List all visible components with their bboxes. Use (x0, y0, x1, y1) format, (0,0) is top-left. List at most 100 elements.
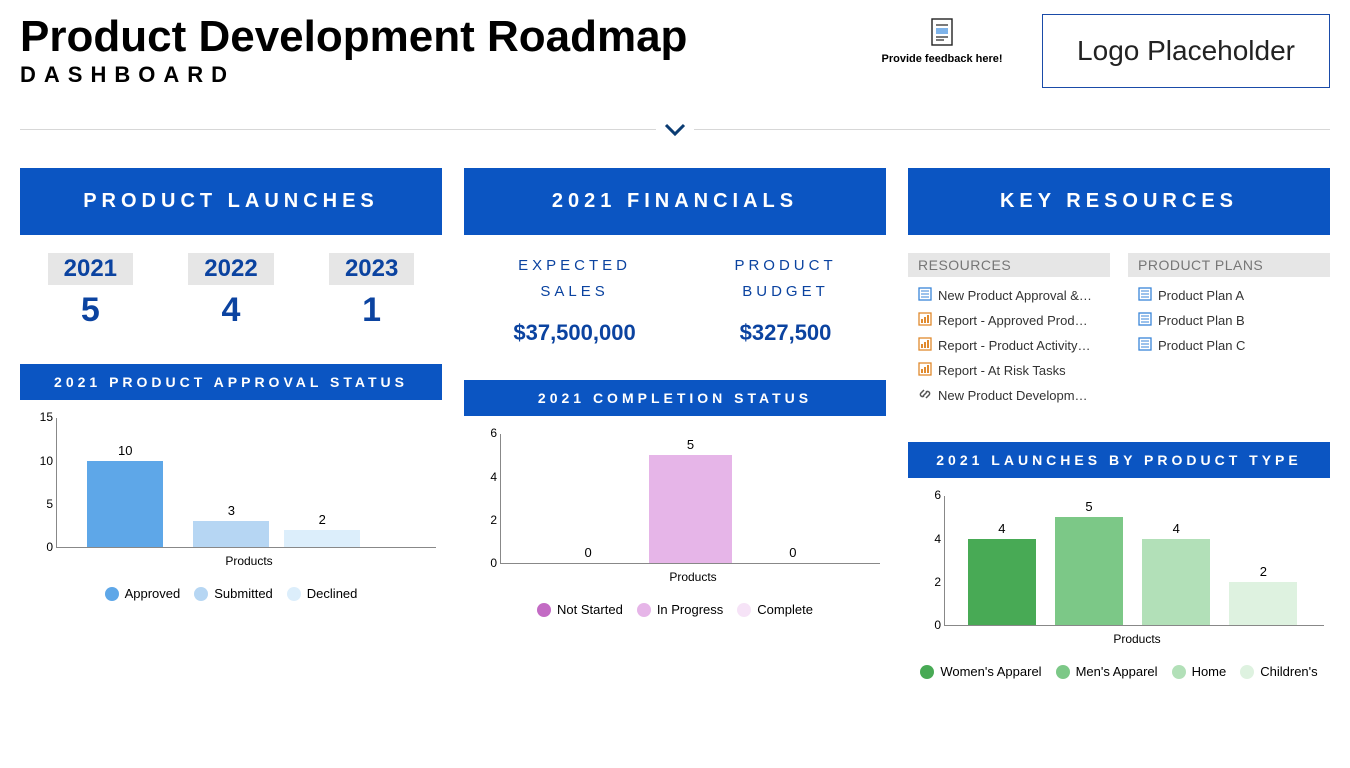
bar-value-label: 2 (284, 512, 360, 527)
financial-item: PRODUCTBUDGET $327,500 (734, 253, 836, 346)
launch-year: 2021 (48, 253, 133, 285)
chart-completion: 0246050ProductsNot StartedIn ProgressCom… (464, 434, 886, 617)
resource-label: Report - Approved Prod… (938, 313, 1088, 328)
financial-label: EXPECTEDSALES (513, 253, 635, 304)
y-tick: 6 (915, 488, 941, 502)
y-tick: 4 (915, 532, 941, 546)
resource-label: New Product Developm… (938, 388, 1088, 403)
bar-value-label: 10 (87, 443, 163, 458)
legend-item: In Progress (637, 602, 723, 617)
bar-value-label: 5 (649, 437, 732, 452)
legend-label: Women's Apparel (940, 664, 1041, 679)
header: Product Development Roadmap DASHBOARD Pr… (20, 14, 1330, 88)
launch-item: 2021 5 (48, 253, 133, 330)
resource-link[interactable]: New Product Approval &… (908, 283, 1110, 308)
resource-link[interactable]: Product Plan B (1128, 308, 1330, 333)
legend-swatch (1240, 665, 1254, 679)
y-tick: 15 (27, 410, 53, 424)
launch-count: 5 (48, 291, 133, 330)
legend-label: Not Started (557, 602, 623, 617)
chart-legend: Not StartedIn ProgressComplete (464, 602, 886, 617)
legend-swatch (105, 587, 119, 601)
top-panels: PRODUCT LAUNCHES 202152022420231 2021 PR… (20, 168, 1330, 679)
legend-item: Women's Apparel (920, 664, 1041, 679)
resource-link[interactable]: Product Plan A (1128, 283, 1330, 308)
panel-launches-header: PRODUCT LAUNCHES (20, 168, 442, 235)
feedback-label: Provide feedback here! (862, 53, 1022, 65)
launch-item: 2022 4 (188, 253, 273, 330)
title-block: Product Development Roadmap DASHBOARD (20, 14, 842, 88)
bar: 5 (649, 455, 732, 563)
launch-year: 2022 (188, 253, 273, 285)
report-icon (918, 312, 932, 329)
bar-value-label: 0 (751, 545, 834, 560)
panel-financials: 2021 FINANCIALS EXPECTEDSALES $37,500,000… (464, 168, 886, 679)
resource-label: Product Plan B (1158, 313, 1245, 328)
bar: 10 (87, 461, 163, 548)
panel-launches: PRODUCT LAUNCHES 202152022420231 2021 PR… (20, 168, 442, 679)
chart-bytype-header: 2021 LAUNCHES BY PRODUCT TYPE (908, 442, 1330, 478)
y-tick: 10 (27, 454, 53, 468)
panel-financials-header: 2021 FINANCIALS (464, 168, 886, 235)
chart-legend: Approved Submitted Declined (20, 586, 442, 601)
y-tick: 0 (27, 540, 53, 554)
panel-resources-header: KEY RESOURCES (908, 168, 1330, 235)
resource-link[interactable]: Report - Product Activity… (908, 333, 1110, 358)
resource-link[interactable]: New Product Developm… (908, 383, 1110, 408)
resource-link[interactable]: Report - At Risk Tasks (908, 358, 1110, 383)
bar-value-label: 3 (193, 503, 269, 518)
legend-swatch (737, 603, 751, 617)
resources-col1-header: RESOURCES (908, 253, 1110, 277)
y-tick: 5 (27, 497, 53, 511)
document-icon (931, 18, 953, 49)
bar: 4 (1142, 539, 1210, 626)
y-tick: 2 (471, 513, 497, 527)
legend-item: Submitted (194, 586, 273, 601)
legend-item: Men's Apparel (1056, 664, 1158, 679)
y-tick: 2 (915, 575, 941, 589)
resource-link[interactable]: Report - Approved Prod… (908, 308, 1110, 333)
page-title: Product Development Roadmap (20, 14, 842, 60)
sheet-icon (1138, 312, 1152, 329)
legend-item: Approved (105, 586, 181, 601)
page-subtitle: DASHBOARD (20, 62, 842, 88)
y-tick: 0 (915, 618, 941, 632)
resource-label: Report - At Risk Tasks (938, 363, 1066, 378)
x-axis-label: Products (500, 570, 886, 584)
x-axis-label: Products (56, 554, 442, 568)
launch-count: 4 (188, 291, 273, 330)
x-axis-label: Products (944, 632, 1330, 646)
launch-year: 2023 (329, 253, 414, 285)
resource-link[interactable]: Product Plan C (1128, 333, 1330, 358)
financial-value: $327,500 (734, 320, 836, 346)
chart-bytype: 02464542ProductsWomen's ApparelMen's App… (908, 496, 1330, 679)
legend-label: Children's (1260, 664, 1317, 679)
legend-swatch (287, 587, 301, 601)
resource-label: Product Plan A (1158, 288, 1244, 303)
bar-value-label: 4 (1142, 521, 1210, 536)
launch-count: 1 (329, 291, 414, 330)
chart-legend: Women's Apparel Men's Apparel Home Children… (908, 664, 1330, 679)
legend-item: Not Started (537, 602, 623, 617)
financial-value: $37,500,000 (513, 320, 635, 346)
bar-value-label: 2 (1229, 564, 1297, 579)
legend-swatch (920, 665, 934, 679)
legend-label: Men's Apparel (1076, 664, 1158, 679)
legend-item: Children's (1240, 664, 1317, 679)
resource-label: Product Plan C (1158, 338, 1245, 353)
chevron-down-icon[interactable] (656, 118, 694, 144)
financial-label: PRODUCTBUDGET (734, 253, 836, 304)
report-icon (918, 337, 932, 354)
bar: 4 (968, 539, 1036, 626)
y-tick: 4 (471, 470, 497, 484)
feedback-link[interactable]: Provide feedback here! (862, 18, 1022, 65)
chart-approval: 0510151032ProductsApprovedSubmittedDecli… (20, 418, 442, 601)
y-tick: 6 (471, 426, 497, 440)
logo-placeholder: Logo Placeholder (1042, 14, 1330, 88)
legend-item: Declined (287, 586, 358, 601)
section-divider (20, 118, 1330, 142)
bar-value-label: 0 (546, 545, 629, 560)
resource-label: New Product Approval &… (938, 288, 1092, 303)
y-tick: 0 (471, 556, 497, 570)
legend-item: Home (1172, 664, 1227, 679)
